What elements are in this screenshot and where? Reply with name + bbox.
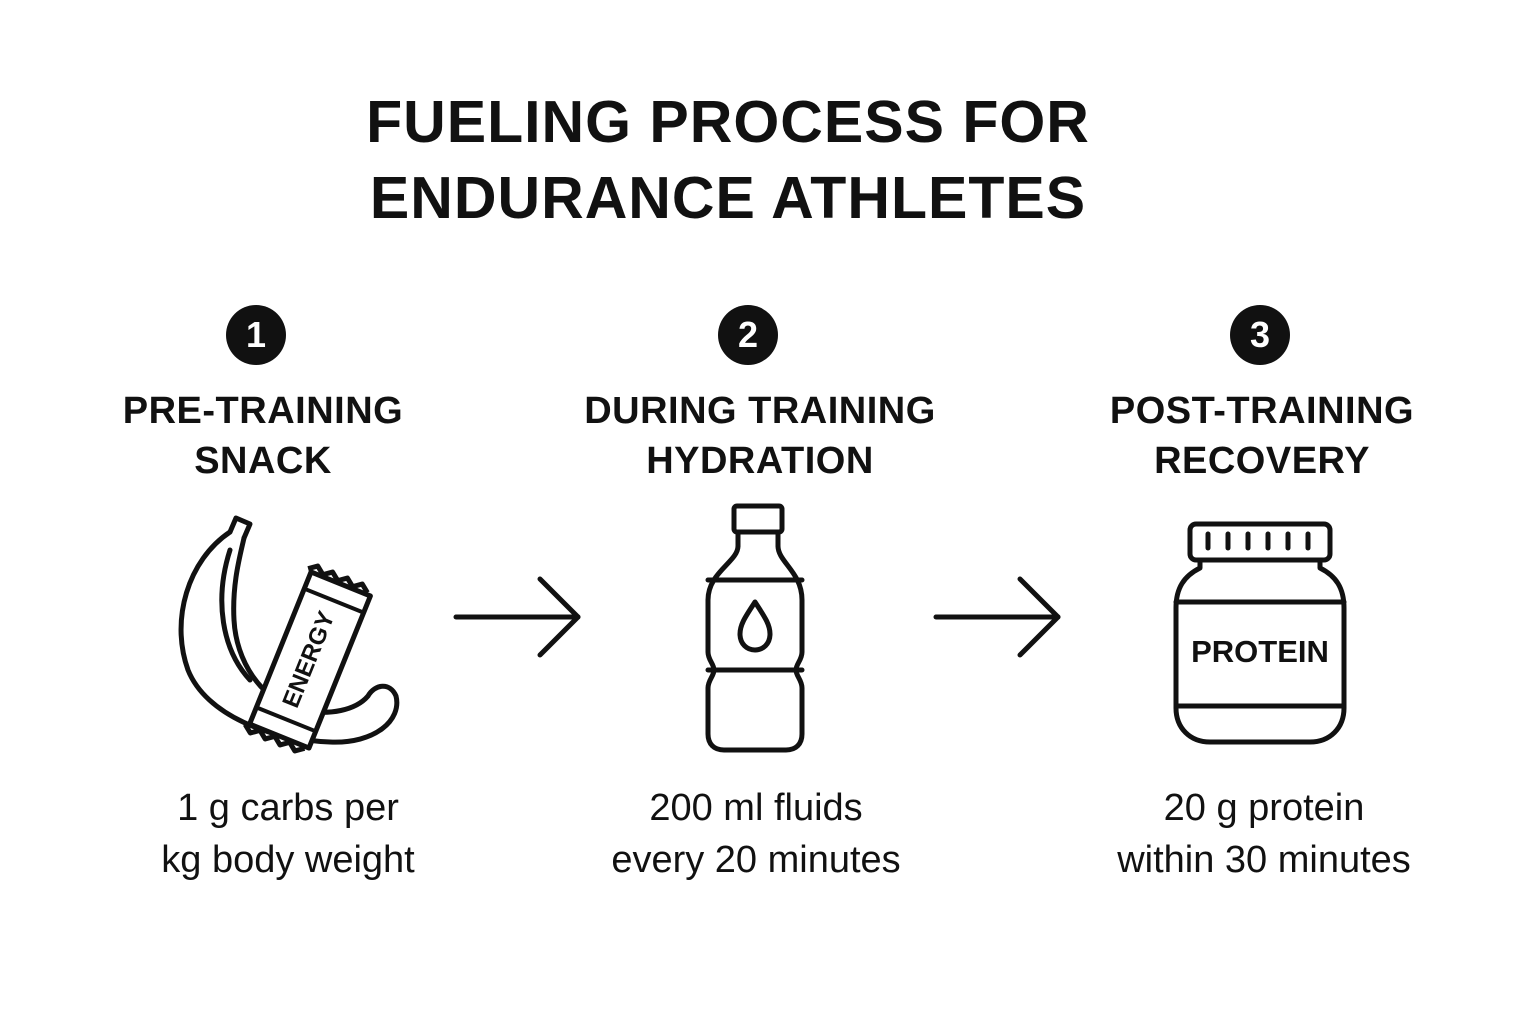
step-2-title-line-1: DURING TRAINING	[584, 390, 936, 432]
step-3-title-line-1: POST-TRAINING	[1109, 390, 1415, 432]
title-line-1: FUELING PROCESS FOR	[366, 89, 1090, 155]
step-1-title-line-1: PRE-TRAINING	[122, 390, 404, 432]
step-2-description-line-2: every 20 minutes	[611, 839, 901, 881]
banana-energy-bar-icon: ENERGY	[178, 515, 400, 754]
step-1-title-line-2: SNACK	[194, 440, 332, 482]
step-1-title: PRE-TRAINING SNACK	[43, 386, 483, 486]
step-3-title-line-2: RECOVERY	[1154, 440, 1370, 482]
step-2-description: 200 ml fluids every 20 minutes	[536, 782, 976, 886]
step-2-description-line-1: 200 ml fluids	[649, 787, 863, 829]
step-1-description-line-1: 1 g carbs per	[177, 787, 399, 829]
water-bottle-icon	[705, 503, 805, 753]
step-2-title-line-2: HYDRATION	[646, 440, 874, 482]
step-3-number-badge: 3	[1230, 305, 1290, 365]
step-1-description: 1 g carbs per kg body weight	[68, 782, 508, 886]
title-line-2: ENDURANCE ATHLETES	[369, 165, 1087, 231]
arrow-icon	[453, 576, 581, 658]
protein-jar-icon: PROTEIN	[1173, 521, 1347, 745]
arrow-icon	[933, 576, 1061, 658]
step-1-number-badge: 1	[226, 305, 286, 365]
step-3-title: POST-TRAINING RECOVERY	[1042, 386, 1482, 486]
diagram-title: FUELING PROCESS FOR ENDURANCE ATHLETES	[0, 84, 1456, 236]
step-3-description-line-2: within 30 minutes	[1117, 839, 1411, 881]
protein-jar-label: PROTEIN	[1191, 634, 1329, 669]
step-3-description: 20 g protein within 30 minutes	[1044, 782, 1484, 886]
step-2-title: DURING TRAINING HYDRATION	[540, 386, 980, 486]
step-2-number-badge: 2	[718, 305, 778, 365]
step-1-description-line-2: kg body weight	[161, 839, 415, 881]
step-3-description-line-1: 20 g protein	[1163, 787, 1365, 829]
